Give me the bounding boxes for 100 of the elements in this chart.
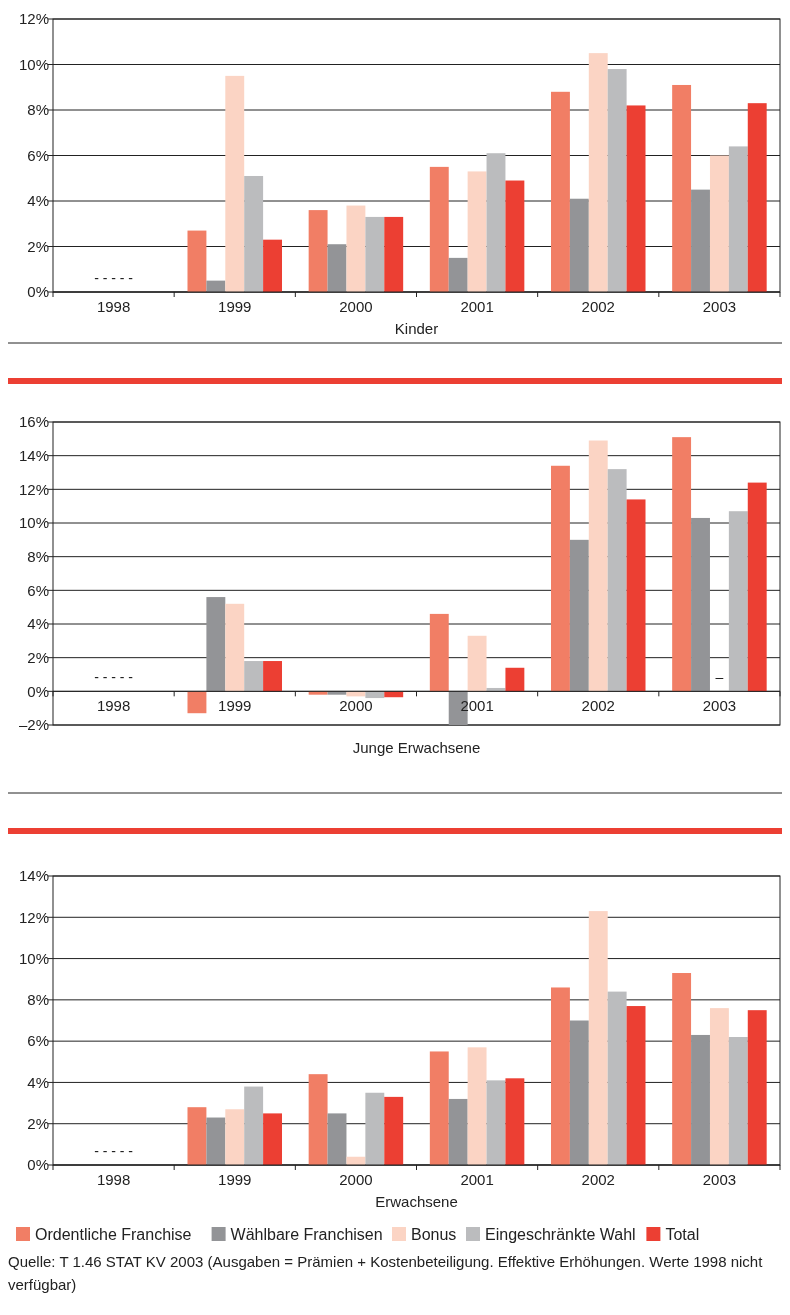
y-tick-label: 16%: [18, 413, 49, 431]
x-tick-label: 1999: [218, 1171, 252, 1188]
bar: [691, 189, 710, 292]
x-tick-label: 2000: [339, 298, 373, 315]
bar: [607, 991, 627, 1165]
bar: [588, 53, 608, 292]
bar: [588, 440, 608, 692]
y-tick-label: 8%: [27, 547, 49, 565]
y-tick-label: 10%: [18, 55, 49, 73]
y-tick-label: 8%: [27, 991, 49, 1009]
annotation: –: [715, 669, 724, 686]
bar: [691, 1034, 710, 1165]
y-tick-label: 4%: [27, 1073, 49, 1091]
bar: [747, 482, 767, 692]
bar: [263, 239, 283, 292]
bar: [728, 511, 748, 692]
bar: [429, 613, 449, 692]
x-tick-label: 1998: [96, 298, 131, 315]
legend-label: Total: [665, 1225, 700, 1243]
bar: [569, 1020, 589, 1165]
bar: [747, 103, 767, 292]
bar: [551, 91, 570, 292]
bar: [225, 1109, 245, 1165]
legend-label: Eingeschränkte Wahl: [485, 1225, 636, 1243]
x-tick-label: 2001: [460, 1171, 494, 1188]
bar: [365, 216, 385, 292]
bar: [187, 230, 207, 292]
x-axis-title: Junge Erwachsene: [352, 739, 481, 756]
bar: [607, 69, 627, 292]
x-tick-label: 2003: [702, 298, 737, 315]
y-tick-label: 12%: [18, 10, 49, 28]
y-tick-label: 6%: [27, 581, 49, 599]
bar: [569, 198, 589, 292]
y-tick-label: 4%: [27, 615, 49, 633]
bar: [505, 1078, 525, 1165]
bar: [187, 691, 207, 714]
y-tick-label: 0%: [27, 283, 49, 301]
x-tick-label: 2000: [339, 1171, 373, 1188]
x-tick-label: 2000: [339, 697, 373, 715]
bar: [308, 210, 328, 292]
bar: [709, 1008, 729, 1165]
bar: [308, 1074, 328, 1165]
bar: [505, 180, 525, 292]
bar: [225, 75, 245, 292]
y-tick-label: –2%: [18, 716, 49, 734]
x-tick-label: 2001: [460, 298, 494, 315]
x-axis-title: Erwachsene: [375, 1193, 458, 1210]
bar: [709, 155, 729, 292]
y-tick-label: 10%: [18, 514, 49, 532]
y-tick-label: 0%: [27, 682, 49, 700]
bar: [327, 244, 347, 292]
x-tick-label: 1998: [96, 1171, 131, 1188]
bar: [206, 597, 226, 692]
legend-label: Bonus: [411, 1225, 457, 1243]
bar: [569, 539, 589, 692]
x-tick-label: 2002: [581, 298, 615, 315]
bar: [626, 105, 646, 292]
bar: [448, 1098, 468, 1165]
bar: [244, 175, 264, 292]
bar: [691, 517, 710, 692]
bar: [551, 987, 570, 1165]
bar: [728, 1037, 748, 1165]
bar: [672, 437, 692, 692]
legend-label: Wählbare Franchisen: [230, 1225, 383, 1243]
annotation: - - - - -: [94, 269, 134, 286]
x-tick-label: 2002: [581, 697, 615, 715]
bar: [327, 1113, 347, 1165]
bar: [365, 1092, 385, 1165]
annotation: - - - - -: [94, 1142, 134, 1159]
y-tick-label: 0%: [27, 1156, 49, 1174]
y-tick-label: 14%: [18, 867, 49, 885]
bar: [384, 216, 404, 292]
bar: [588, 911, 608, 1165]
y-tick-label: 2%: [27, 648, 49, 666]
bar: [384, 1096, 404, 1165]
bar: [672, 973, 692, 1165]
bar: [486, 1080, 506, 1165]
bar: [263, 1113, 283, 1165]
bar: [429, 1051, 449, 1165]
bar: [365, 691, 385, 699]
y-tick-label: 6%: [27, 146, 49, 164]
y-tick-label: 8%: [27, 101, 49, 119]
y-tick-label: 4%: [27, 192, 49, 210]
legend-label: Ordentliche Franchise: [35, 1225, 192, 1243]
y-tick-label: 6%: [27, 1032, 49, 1050]
bar: [672, 84, 692, 292]
bar: [244, 661, 264, 692]
x-tick-label: 1998: [96, 697, 131, 715]
x-tick-label: 2002: [581, 1171, 615, 1188]
bar: [244, 1086, 264, 1165]
y-tick-label: 12%: [18, 908, 49, 926]
bar: [747, 1010, 767, 1165]
y-tick-label: 10%: [18, 949, 49, 967]
x-tick-label: 2003: [702, 1171, 737, 1188]
x-tick-label: 1999: [218, 697, 252, 715]
x-tick-label: 1999: [218, 298, 252, 315]
bar: [346, 205, 366, 292]
bar: [728, 146, 748, 292]
bar: [551, 465, 570, 692]
bar: [187, 1107, 207, 1165]
